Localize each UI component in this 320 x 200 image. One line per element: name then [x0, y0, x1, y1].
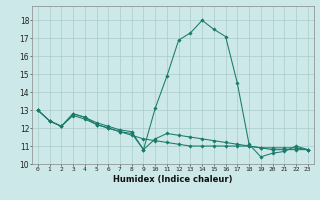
X-axis label: Humidex (Indice chaleur): Humidex (Indice chaleur): [113, 175, 233, 184]
